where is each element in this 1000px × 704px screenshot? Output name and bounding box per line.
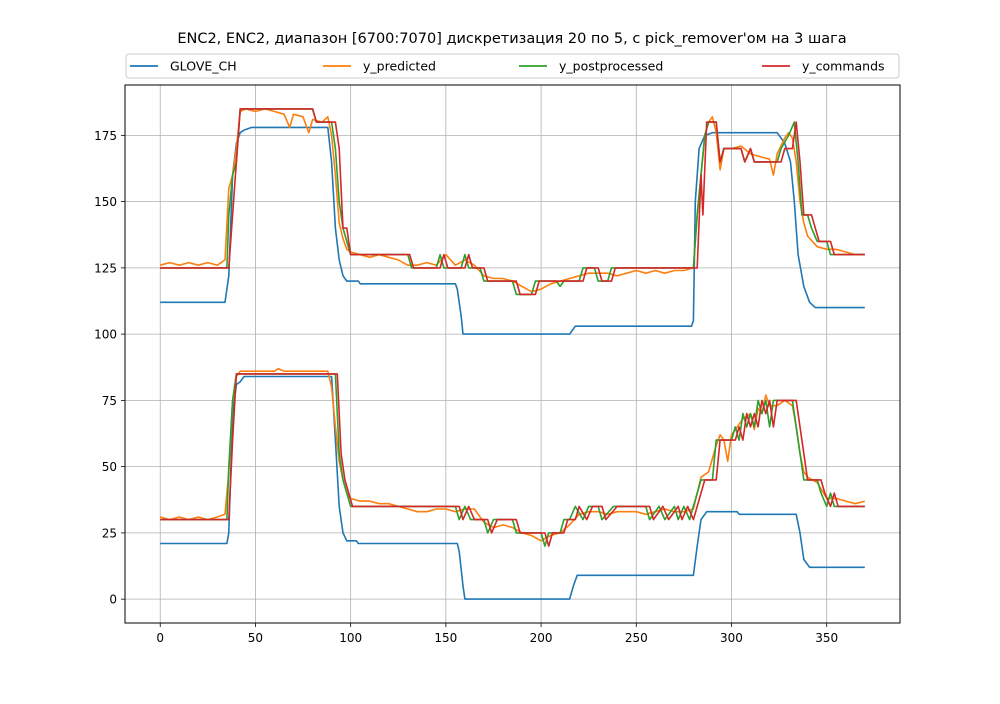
plot-frame — [124, 84, 901, 624]
legend-label: GLOVE_CH — [170, 59, 237, 74]
legend-label: y_predicted — [363, 59, 436, 74]
y-tick-label: 125 — [94, 261, 117, 275]
series-lines — [159, 108, 866, 600]
y-tick-label: 50 — [102, 460, 117, 474]
y-tick-label: 175 — [94, 129, 117, 143]
y-tick-label: 0 — [109, 593, 117, 607]
x-tick-label: 350 — [815, 631, 838, 645]
series-line-y-commands — [160, 373, 865, 547]
series-line-y-postprocessed — [160, 373, 865, 547]
x-tick-label: 100 — [339, 631, 362, 645]
x-tick-label: 0 — [156, 631, 164, 645]
y-tick-label: 25 — [102, 526, 117, 540]
legend-label: y_commands — [802, 59, 885, 74]
series-line-glove-ch — [160, 126, 865, 335]
y-axis: 0 25 50 75 100 125 150 175 — [94, 129, 125, 607]
x-tick-label: 300 — [720, 631, 743, 645]
x-tick-label: 150 — [434, 631, 457, 645]
series-line-y-commands — [160, 108, 865, 296]
legend: GLOVE_CH y_predicted y_postprocessed y_comm… — [125, 53, 900, 79]
chart-title: ENC2, ENC2, диапазон [6700:7070] дискрет… — [177, 31, 846, 47]
x-tick-label: 250 — [625, 631, 648, 645]
y-tick-label: 75 — [102, 394, 117, 408]
y-tick-label: 150 — [94, 195, 117, 209]
x-axis: 0 50 100 150 200 250 300 350 — [156, 623, 838, 645]
x-tick-label: 200 — [530, 631, 553, 645]
legend-frame — [125, 53, 900, 79]
y-tick-label: 100 — [94, 328, 117, 342]
x-tick-label: 50 — [248, 631, 263, 645]
legend-label: y_postprocessed — [559, 59, 663, 74]
series-line-glove-ch — [160, 375, 865, 600]
